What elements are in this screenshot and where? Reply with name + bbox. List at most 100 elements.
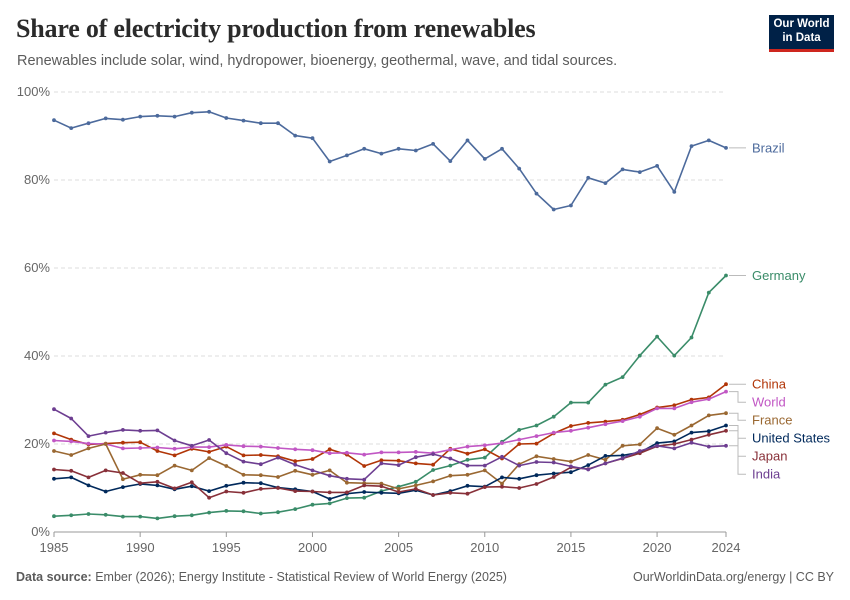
data-point-world <box>465 444 470 449</box>
data-source-text: Ember (2026); Energy Institute - Statist… <box>95 570 507 584</box>
x-tick-label: 1995 <box>212 540 241 555</box>
data-point-india <box>534 460 539 464</box>
data-point-brazil <box>362 146 367 151</box>
data-point-india <box>52 407 56 412</box>
data-point-world <box>121 446 125 451</box>
data-point-france <box>569 459 573 464</box>
data-point-france <box>672 432 677 437</box>
data-point-india <box>224 451 229 456</box>
y-tick-label: 20% <box>24 436 50 451</box>
data-point-world <box>276 446 280 450</box>
data-point-world <box>603 422 608 427</box>
data-point-brazil <box>241 118 246 123</box>
data-point-world <box>362 452 367 457</box>
data-point-india <box>396 463 401 467</box>
data-point-china <box>379 458 384 463</box>
data-point-japan <box>345 490 349 495</box>
data-point-world <box>689 400 694 405</box>
data-point-france <box>724 411 728 416</box>
data-point-japan <box>327 490 332 495</box>
data-point-united-states <box>689 430 694 435</box>
data-point-japan <box>103 468 108 473</box>
data-point-france <box>689 423 694 428</box>
data-point-japan <box>689 437 694 442</box>
data-point-india <box>637 449 642 453</box>
data-point-india <box>121 428 125 432</box>
data-point-india <box>603 461 608 466</box>
data-point-france <box>551 457 556 461</box>
data-point-world <box>569 428 573 433</box>
data-point-japan <box>465 491 470 496</box>
data-point-united-states <box>86 483 91 488</box>
data-point-united-states <box>655 441 659 445</box>
data-point-india <box>672 446 677 451</box>
series-label-japan: Japan <box>752 449 787 464</box>
data-point-germany <box>86 512 91 516</box>
data-point-world <box>586 425 591 430</box>
data-point-france <box>276 475 280 479</box>
label-connector-india <box>729 445 746 475</box>
data-point-brazil <box>551 207 556 212</box>
data-point-brazil <box>517 166 522 171</box>
data-point-france <box>637 442 642 447</box>
data-point-germany <box>586 400 591 405</box>
label-connector-japan <box>729 430 746 457</box>
data-point-japan <box>724 428 728 433</box>
data-point-germany <box>637 353 642 358</box>
data-point-united-states <box>465 483 470 488</box>
data-point-france <box>465 472 470 477</box>
logo-line-1: Our World <box>773 18 830 30</box>
data-point-brazil <box>706 138 711 143</box>
data-point-world <box>517 437 522 442</box>
data-point-united-states <box>224 483 229 488</box>
data-point-brazil <box>465 138 470 143</box>
data-point-japan <box>413 487 418 491</box>
data-point-india <box>276 455 280 460</box>
data-point-world <box>327 451 332 456</box>
data-point-brazil <box>172 114 177 119</box>
data-point-brazil <box>155 113 160 118</box>
series-line-france <box>53 412 727 490</box>
series-line-india <box>53 408 727 481</box>
data-source-note: Data source: Ember (2026); Energy Instit… <box>16 570 507 584</box>
data-point-france <box>121 477 125 482</box>
series-label-world: World <box>752 395 786 410</box>
data-point-world <box>672 406 677 411</box>
data-point-united-states <box>620 453 625 458</box>
data-point-china <box>121 440 125 445</box>
data-point-united-states <box>551 471 556 476</box>
data-point-world <box>655 406 659 411</box>
data-point-india <box>207 438 212 442</box>
data-point-germany <box>241 509 246 514</box>
data-point-china <box>52 431 56 436</box>
data-point-brazil <box>603 181 608 186</box>
data-point-china <box>413 461 418 466</box>
data-point-japan <box>224 489 229 494</box>
data-point-china <box>569 424 573 428</box>
data-point-france <box>448 473 453 478</box>
data-point-france <box>620 443 625 448</box>
data-point-japan <box>517 486 522 490</box>
data-point-brazil <box>138 114 143 119</box>
data-point-france <box>86 446 91 451</box>
data-point-germany <box>517 428 522 432</box>
footer-license-link[interactable]: OurWorldinData.org/energy | CC BY <box>632 570 834 584</box>
data-point-india <box>362 477 367 482</box>
data-point-france <box>69 453 74 457</box>
data-point-brazil <box>534 191 539 196</box>
data-point-germany <box>362 495 367 500</box>
data-point-united-states <box>52 476 56 481</box>
owid-logo[interactable]: Our World in Data <box>769 15 834 52</box>
data-point-india <box>189 443 194 448</box>
data-point-india <box>500 454 504 459</box>
data-point-germany <box>672 353 677 358</box>
data-point-united-states <box>121 485 125 489</box>
data-point-world <box>224 443 229 447</box>
data-point-china <box>138 440 143 445</box>
data-point-japan <box>207 495 212 500</box>
y-tick-label: 60% <box>24 260 50 275</box>
data-point-india <box>293 462 298 467</box>
data-point-germany <box>293 507 298 511</box>
data-point-germany <box>569 400 573 405</box>
data-point-united-states <box>155 483 160 488</box>
